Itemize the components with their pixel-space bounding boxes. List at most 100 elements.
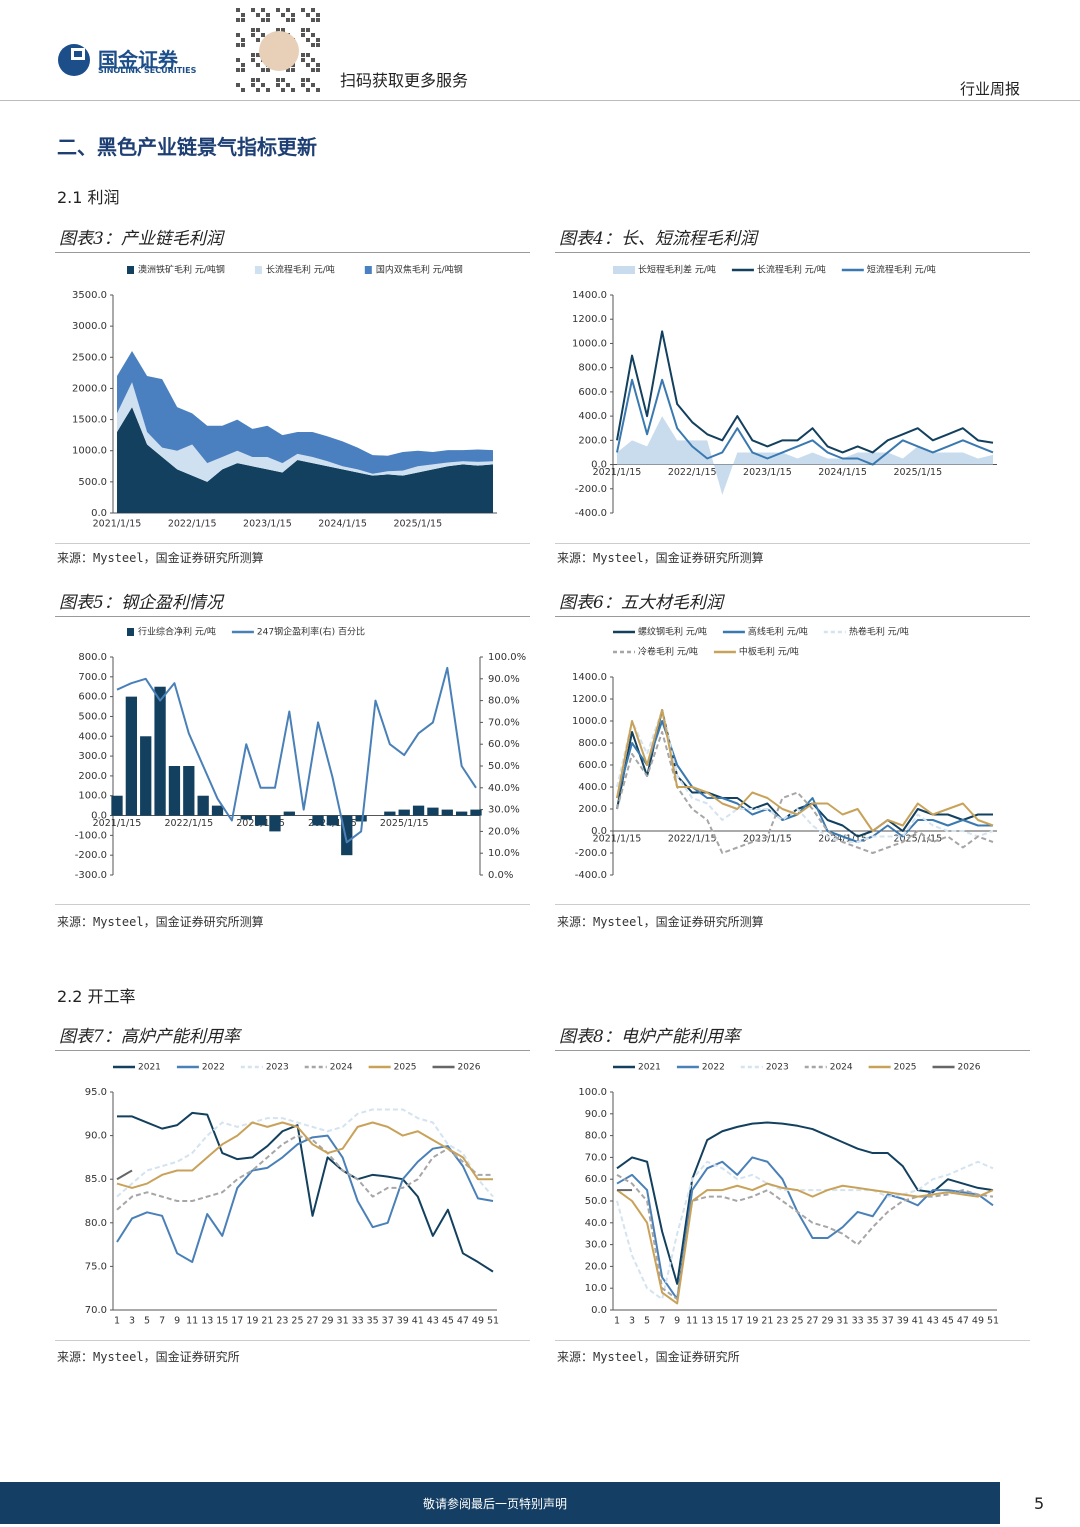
y-tick-label: 0.0: [591, 460, 607, 471]
legend-label: 2021: [138, 1063, 161, 1073]
y-tick-label: 1000.0: [72, 446, 107, 457]
legend-label: 2026: [458, 1063, 481, 1073]
legend-label: 2025: [394, 1063, 417, 1073]
x-tick-label: 13: [201, 1316, 213, 1327]
y-tick-label: 100.0: [578, 1087, 607, 1098]
chart-source: 来源：Mysteel，国金证券研究所测算: [57, 551, 264, 565]
legend-item: 2023: [240, 1063, 289, 1073]
x-tick-label: 2024/1/15: [318, 519, 367, 530]
legend-label: 长短程毛利差 元/吨: [638, 264, 716, 276]
bar: [254, 815, 267, 826]
x-tick-label: 29: [322, 1316, 334, 1327]
legend-item: 短流程毛利 元/吨: [841, 264, 936, 276]
x-tick-label: 13: [701, 1316, 713, 1327]
legend-label: 行业综合净利 元/吨: [138, 626, 216, 638]
legend-label: 2021: [638, 1063, 661, 1073]
y2-tick-label: 10.0%: [488, 848, 520, 859]
y-tick-label: 20.0: [585, 1261, 607, 1272]
x-tick-label: 45: [942, 1316, 954, 1327]
legend-label: 2022: [202, 1063, 225, 1073]
header-rule: [0, 100, 1080, 101]
footer-disclaimer: 敬请参阅最后一页特别声明: [422, 1497, 567, 1511]
x-tick-label: 5: [644, 1316, 650, 1327]
x-tick-label: 15: [716, 1316, 728, 1327]
y-tick-label: 2000.0: [72, 383, 107, 394]
legend-label: 高线毛利 元/吨: [748, 626, 808, 638]
x-tick-label: 19: [746, 1316, 758, 1327]
legend-swatch: [613, 266, 635, 274]
y-tick-label: -200.0: [575, 484, 607, 495]
x-tick-label: 39: [897, 1316, 909, 1327]
x-tick-label: 2022/1/15: [668, 834, 717, 845]
x-tick-label: 37: [382, 1316, 394, 1327]
legend-item: 长短程毛利差 元/吨: [613, 264, 716, 276]
x-tick-label: 41: [912, 1316, 924, 1327]
legend-item: 长流程毛利 元/吨: [254, 264, 335, 276]
legend-item: 冷卷毛利 元/吨: [613, 646, 698, 658]
y-tick-label: 800.0: [78, 652, 107, 663]
y2-tick-label: 70.0%: [488, 717, 520, 728]
x-tick-label: 2023/1/15: [243, 519, 292, 530]
bar: [355, 815, 367, 822]
y-tick-label: 70.0: [85, 1305, 107, 1316]
chart: 2021 2022 2023 2024 2025 2026 0.0 10.0 20.0 30.0 4…: [578, 1063, 999, 1327]
bar: [154, 686, 166, 816]
source-rule: [55, 1340, 530, 1341]
legend-label: 2026: [958, 1063, 981, 1073]
line: [616, 330, 994, 454]
y2-tick-label: 60.0%: [488, 739, 520, 750]
legend-label: 中板毛利 元/吨: [739, 646, 799, 658]
y-tick-label: 1000.0: [572, 716, 607, 727]
y-tick-label: 80.0: [585, 1131, 607, 1142]
line: [116, 1134, 494, 1264]
y2-tick-label: 90.0%: [488, 674, 520, 685]
x-tick-label: 51: [987, 1316, 999, 1327]
legend-label: 螺纹钢毛利 元/吨: [638, 626, 707, 638]
y-tick-label: 90.0: [85, 1131, 107, 1142]
chart: 行业综合净利 元/吨 247钢企盈利率(右) 百分比 -300.0 -200.0 -10…: [75, 626, 526, 882]
y-tick-label: 400.0: [578, 411, 607, 422]
y-tick-label: 0.0: [91, 508, 107, 519]
legend-label: 澳洲铁矿毛利 元/吨钢: [138, 264, 225, 276]
chart-title: 图表4：长、短流程毛利润: [559, 229, 757, 249]
x-tick-label: 2023/1/15: [743, 467, 792, 478]
y-tick-label: 80.0: [85, 1218, 107, 1229]
x-tick-label: 31: [337, 1316, 349, 1327]
x-tick-label: 45: [442, 1316, 454, 1327]
legend-swatch: [127, 266, 134, 274]
x-tick-label: 2022/1/15: [168, 519, 217, 530]
legend-swatch: [364, 266, 372, 274]
legend-item: 螺纹钢毛利 元/吨: [613, 626, 707, 638]
y-tick-label: 60.0: [585, 1174, 607, 1185]
bar: [326, 815, 339, 826]
x-tick-label: 31: [837, 1316, 849, 1327]
x-tick-label: 2021/1/15: [93, 519, 142, 530]
legend-item: 热卷毛利 元/吨: [823, 626, 909, 638]
x-tick-label: 2025/1/15: [893, 834, 942, 845]
legend-label: 长流程毛利 元/吨: [266, 264, 335, 276]
legend-swatch: [127, 628, 134, 636]
x-tick-label: 5: [144, 1316, 150, 1327]
x-tick-label: 23: [776, 1316, 788, 1327]
line: [116, 1108, 494, 1198]
bar: [455, 811, 468, 816]
y2-tick-label: 40.0%: [488, 783, 520, 794]
y-tick-label: 0.0: [91, 811, 107, 822]
source-rule: [555, 1340, 1030, 1341]
line: [116, 1169, 133, 1181]
y-tick-label: 85.0: [85, 1174, 107, 1185]
x-tick-label: 1: [114, 1316, 120, 1327]
legend-swatch: [254, 266, 262, 274]
y-tick-label: 0.0: [591, 826, 607, 837]
chart-source: 来源：Mysteel，国金证券研究所: [557, 1350, 740, 1364]
subsection-title: 2.2 开工率: [57, 987, 136, 1006]
line: [616, 1156, 994, 1301]
title-rule: [555, 1050, 1030, 1051]
x-tick-label: 15: [216, 1316, 228, 1327]
title-rule: [55, 616, 530, 617]
x-tick-label: 2021/1/15: [593, 834, 642, 845]
x-tick-label: 2021/1/15: [593, 467, 642, 478]
y-tick-label: -400.0: [575, 508, 607, 519]
y-tick-label: 800.0: [578, 738, 607, 749]
page-number: 5: [1034, 1494, 1045, 1513]
